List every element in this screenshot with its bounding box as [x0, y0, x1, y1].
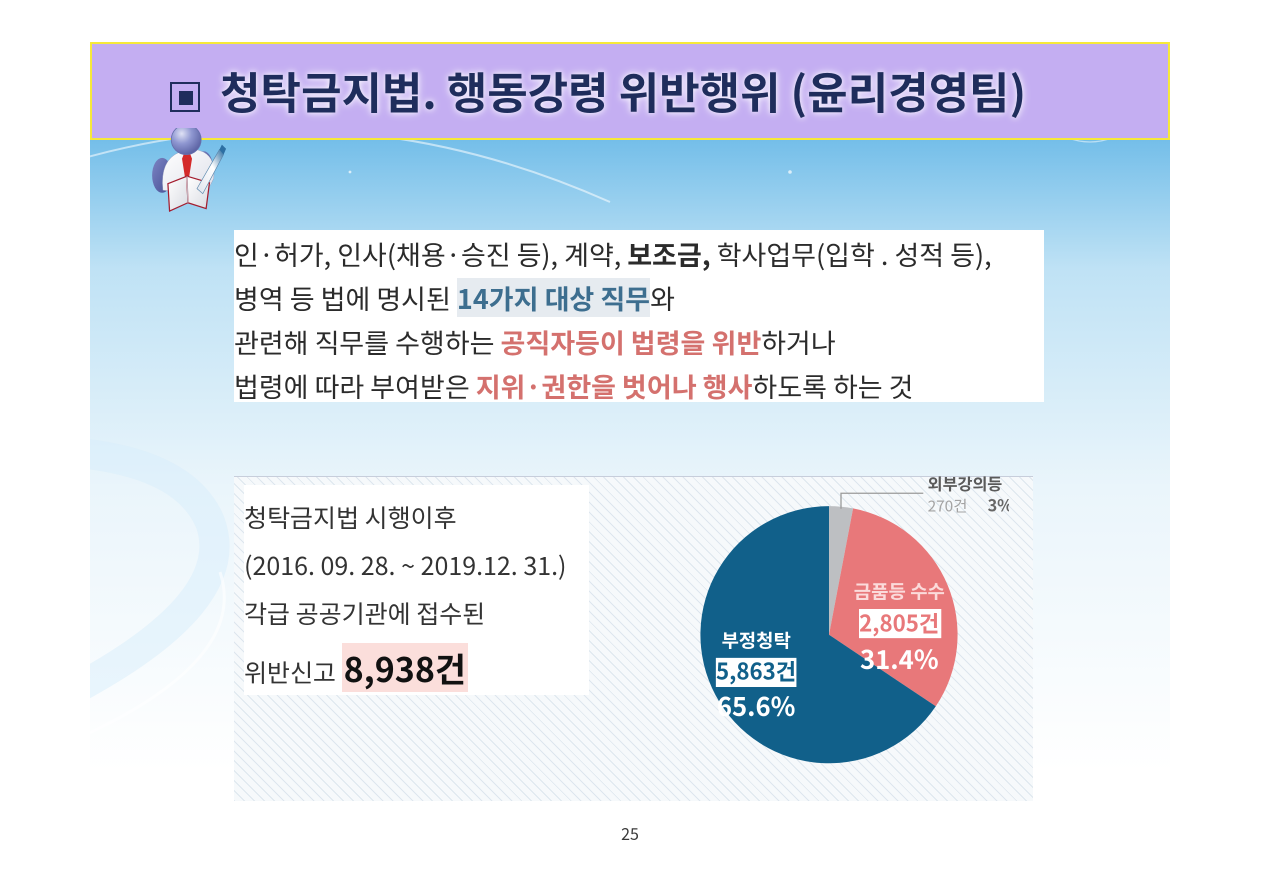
svg-text:3%: 3%: [988, 492, 1009, 516]
svg-text:금품등 수수: 금품등 수수: [854, 578, 945, 605]
svg-text:부정청탁: 부정청탁: [721, 627, 790, 654]
svg-text:270건: 270건: [928, 494, 968, 516]
svg-text:65.6%: 65.6%: [717, 687, 796, 724]
svg-text:31.4%: 31.4%: [860, 640, 939, 677]
svg-text:5,863건: 5,863건: [716, 654, 796, 686]
svg-text:외부강의등: 외부강의등: [928, 471, 1003, 495]
svg-text:2,805건: 2,805건: [859, 606, 939, 638]
